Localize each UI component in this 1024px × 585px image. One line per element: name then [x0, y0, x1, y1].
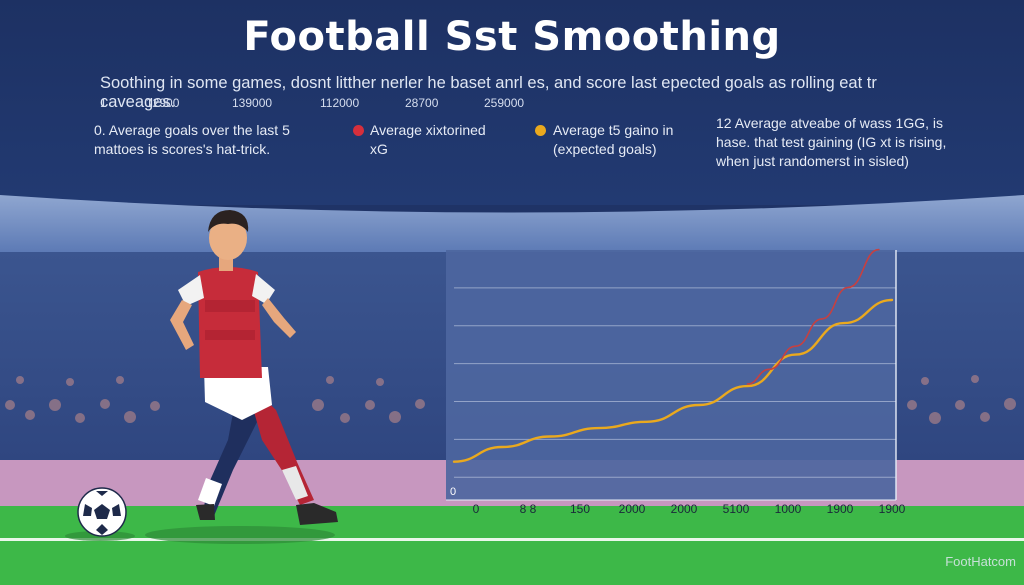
- number-row-item: 12900: [146, 96, 180, 110]
- legend-note-average: 12 Average atveabe of wass 1GG, is hase.…: [716, 114, 986, 171]
- y-axis-zero-label: 0: [450, 486, 457, 498]
- legend-entry-xg: Average xixtorined xG: [370, 121, 520, 159]
- legend-line: hase. that test gaining (IG xt is rising…: [716, 134, 947, 150]
- series-line-xg: [746, 248, 880, 385]
- x-tick-label: 5100: [722, 502, 750, 516]
- page-title: Football Sst Smoothing: [243, 14, 781, 60]
- number-row-item: 1: [100, 96, 107, 110]
- number-row-item: 112000: [320, 96, 360, 110]
- number-row-item: 28700: [405, 96, 439, 110]
- legend-dot-yellow: [535, 125, 546, 136]
- number-row-item: 139000: [232, 96, 273, 110]
- subtitle: Soothing in some games, dosnt litther ne…: [100, 74, 877, 111]
- crowd-lights: [5, 375, 1016, 424]
- football-ball: [77, 487, 127, 537]
- legend-line: mattoes is scores's hat-trick.: [94, 141, 271, 157]
- legend-line: xG: [370, 141, 388, 157]
- x-tick-label: 8 8: [519, 502, 537, 516]
- legend-dot-red: [353, 125, 364, 136]
- x-tick-label: 1900: [826, 502, 854, 516]
- x-tick-label: 1000: [774, 502, 802, 516]
- legend-line: 0. Average goals over the last 5: [94, 122, 290, 138]
- series-line-expected-goals: [452, 298, 894, 463]
- legend-line: (expected goals): [553, 141, 657, 157]
- brand-watermark: FootHatcom: [945, 554, 1016, 569]
- legend-line: Average xixtorined: [370, 122, 486, 138]
- legend-note-goals: 0. Average goals over the last 5 mattoes…: [94, 121, 344, 159]
- pitch: [0, 506, 1024, 585]
- legend-line: when just randomerst in sisled): [716, 153, 909, 169]
- x-tick-label: 2000: [618, 502, 646, 516]
- x-tick-label: 0: [472, 502, 480, 516]
- x-tick-label: 2000: [670, 502, 698, 516]
- chart-plot-area: [446, 250, 896, 500]
- number-row-item: 259000: [484, 96, 525, 110]
- legend-line: 12 Average atveabe of wass 1GG, is: [716, 115, 943, 131]
- x-tick-label: 1900: [878, 502, 906, 516]
- x-tick-label: 150: [569, 502, 591, 516]
- legend-entry-expected-goals: Average t5 gaino in (expected goals): [553, 121, 703, 159]
- legend-line: Average t5 gaino in: [553, 122, 674, 138]
